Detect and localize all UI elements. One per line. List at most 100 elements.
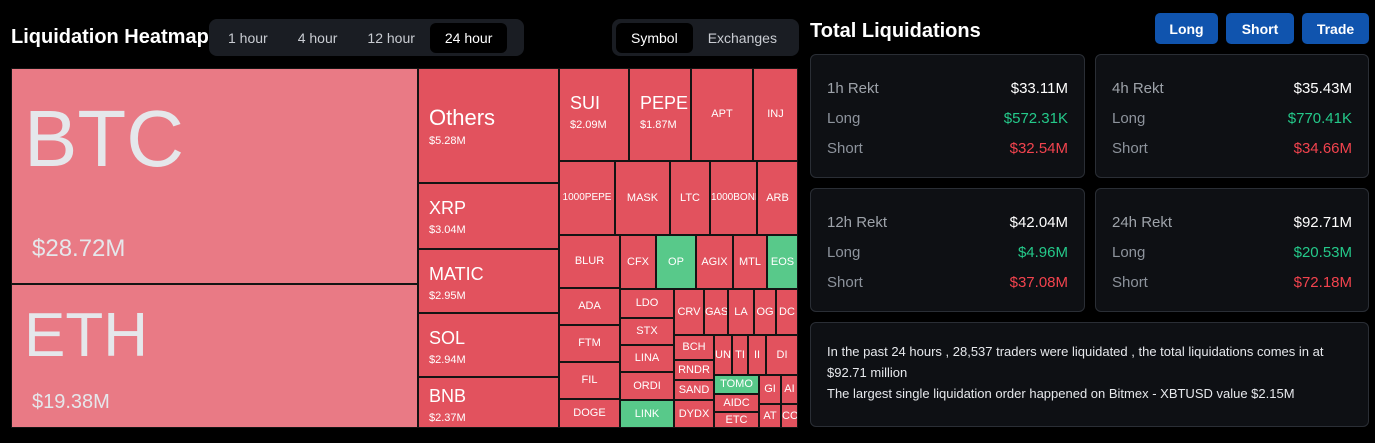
heatmap-tile[interactable]: DYDX xyxy=(674,400,714,428)
heatmap-tile[interactable]: SAND xyxy=(674,380,714,400)
heatmap-tile[interactable]: MATIC $2.95M xyxy=(418,249,559,313)
liquidation-summary: In the past 24 hours , 28,537 traders we… xyxy=(810,322,1369,427)
tile-symbol: CO xyxy=(782,410,798,422)
heatmap-tile[interactable]: DI xyxy=(766,335,798,375)
heatmap-tile[interactable]: TI xyxy=(732,335,748,375)
heatmap-tile[interactable]: LTC xyxy=(670,161,710,235)
summary-line-2: The largest single liquidation order hap… xyxy=(827,386,1295,401)
heatmap-tile[interactable]: FTM xyxy=(559,325,620,362)
tab-1-hour[interactable]: 1 hour xyxy=(228,29,268,46)
heatmap-tile[interactable]: CFX xyxy=(620,235,656,289)
rekt-card-4h: 4h Rekt $35.43M Long $770.41K Short $34.66M xyxy=(1095,54,1369,178)
heatmap-tile[interactable]: ARB xyxy=(757,161,798,235)
tile-symbol: UN xyxy=(715,349,731,361)
heatmap-tile[interactable]: Others $5.28M xyxy=(418,68,559,183)
heatmap-tile[interactable]: II xyxy=(748,335,766,375)
long-label: Long xyxy=(1112,110,1146,127)
heatmap-tile[interactable]: BLUR xyxy=(559,235,620,288)
heatmap-tile[interactable]: ORDI xyxy=(620,372,674,400)
heatmap-tile[interactable]: CRV xyxy=(674,289,704,335)
card-label: 4h Rekt xyxy=(1112,80,1164,97)
tile-value: $19.38M xyxy=(32,391,110,413)
short-label: Short xyxy=(1112,140,1148,157)
long-button[interactable]: Long xyxy=(1155,13,1218,44)
tab-exchanges[interactable]: Exchanges xyxy=(707,29,777,46)
view-tabs: Symbol Exchanges xyxy=(612,19,799,56)
trade-button[interactable]: Trade xyxy=(1302,13,1369,44)
heatmap-tile[interactable]: PEPE $1.87M xyxy=(629,68,691,161)
tile-symbol: EOS xyxy=(770,256,795,268)
heatmap-tile[interactable]: EOS xyxy=(767,235,798,289)
tab-symbol[interactable]: Symbol xyxy=(616,22,693,53)
tile-value: $2.09M xyxy=(570,119,607,131)
heatmap-tile[interactable]: ADA xyxy=(559,288,620,325)
tile-symbol: CRV xyxy=(677,306,701,318)
tile-symbol: ETH xyxy=(24,301,148,370)
tile-symbol: MATIC xyxy=(429,264,484,284)
heatmap-tile[interactable]: TOMO xyxy=(714,375,759,394)
heatmap-tile[interactable]: AT xyxy=(759,404,781,428)
short-value: $37.08M xyxy=(1009,274,1068,291)
tile-symbol: TOMO xyxy=(720,378,753,390)
rekt-card-12h: 12h Rekt $42.04M Long $4.96M Short $37.08M xyxy=(810,188,1085,312)
card-total: $35.43M xyxy=(1293,80,1352,97)
tab-12-hour[interactable]: 12 hour xyxy=(367,29,415,46)
tile-symbol: FTM xyxy=(578,337,601,349)
tile-value: $28.72M xyxy=(32,235,126,262)
heatmap-tile[interactable]: RNDR xyxy=(674,360,714,380)
tile-symbol: ETC xyxy=(725,414,748,426)
heatmap-tile[interactable]: BCH xyxy=(674,335,714,360)
tile-symbol: LTC xyxy=(680,192,700,204)
heatmap-tile[interactable]: INJ xyxy=(753,68,798,161)
heatmap-tile[interactable]: OG xyxy=(754,289,776,335)
heatmap-tile[interactable]: 1000BONK xyxy=(710,161,757,235)
heatmap-tile[interactable]: AGIX xyxy=(696,235,733,289)
heatmap-tile[interactable]: LINA xyxy=(620,345,674,372)
heatmap-tile[interactable]: AI xyxy=(781,375,798,404)
tile-value: $2.37M xyxy=(429,412,466,424)
heatmap-tile[interactable]: GI xyxy=(759,375,781,404)
heatmap-tile[interactable]: FIL xyxy=(559,362,620,399)
heatmap-tile[interactable]: DOGE xyxy=(559,399,620,428)
tile-symbol: BTC xyxy=(24,94,184,183)
short-value: $32.54M xyxy=(1009,140,1068,157)
tab-24-hour[interactable]: 24 hour xyxy=(429,22,508,53)
heatmap-tile[interactable]: ETC xyxy=(714,412,759,428)
tile-symbol: LINK xyxy=(634,408,660,420)
heatmap-tile[interactable]: CO xyxy=(781,404,798,428)
tile-symbol: LINA xyxy=(634,352,660,364)
heatmap-tile[interactable]: DC xyxy=(776,289,798,335)
heatmap-tile[interactable]: BTC $28.72M xyxy=(11,68,418,284)
tile-value: $3.04M xyxy=(429,224,466,236)
heatmap-tile[interactable]: OP xyxy=(656,235,696,289)
short-button[interactable]: Short xyxy=(1226,13,1294,44)
heatmap-tile[interactable]: LA xyxy=(728,289,754,335)
heatmap-tile[interactable]: MASK xyxy=(615,161,670,235)
heatmap-tile[interactable]: SOL $2.94M xyxy=(418,313,559,377)
rekt-card-1h: 1h Rekt $33.11M Long $572.31K Short $32.54M xyxy=(810,54,1085,178)
heatmap-tile[interactable]: MTL xyxy=(733,235,767,289)
tile-symbol: LA xyxy=(734,306,748,318)
heatmap-tile[interactable]: 1000PEPE xyxy=(559,161,615,235)
heatmap-tile[interactable]: BNB $2.37M xyxy=(418,377,559,428)
heatmap-tile[interactable]: GAS xyxy=(704,289,728,335)
heatmap-tile[interactable]: SUI $2.09M xyxy=(559,68,629,161)
short-value: $34.66M xyxy=(1293,140,1352,157)
short-label: Short xyxy=(827,140,863,157)
tile-symbol: SAND xyxy=(678,384,710,396)
tab-4-hour[interactable]: 4 hour xyxy=(297,29,338,46)
heatmap-tile[interactable]: ETH $19.38M xyxy=(11,284,418,428)
heatmap-tile[interactable]: XRP $3.04M xyxy=(418,183,559,249)
heatmap-tile[interactable]: AIDC xyxy=(714,394,759,412)
heatmap-tile[interactable]: APT xyxy=(691,68,753,161)
long-value: $770.41K xyxy=(1287,110,1352,127)
heatmap-tile[interactable]: LINK xyxy=(620,400,674,428)
tile-symbol: SUI xyxy=(570,93,601,113)
tile-symbol: RNDR xyxy=(678,364,710,376)
heatmap-tile[interactable]: LDO xyxy=(620,289,674,318)
tile-value: $1.87M xyxy=(640,119,677,131)
tile-symbol: MASK xyxy=(626,192,659,204)
heatmap-tile[interactable]: UN xyxy=(714,335,732,375)
tile-symbol: II xyxy=(753,349,761,361)
heatmap-tile[interactable]: STX xyxy=(620,318,674,345)
